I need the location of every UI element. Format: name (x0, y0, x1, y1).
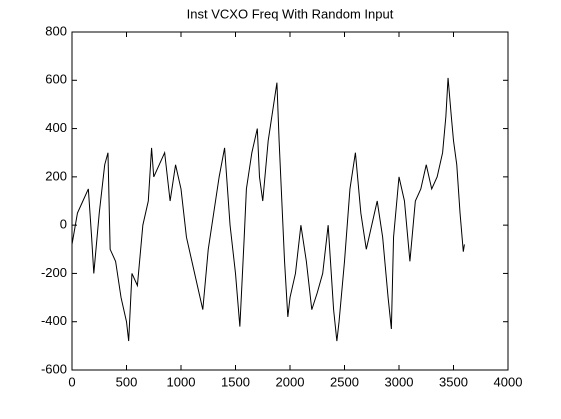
x-tick-label: 3000 (385, 374, 414, 389)
y-tick-label: 400 (45, 120, 67, 135)
y-tick-label: 0 (60, 217, 67, 232)
x-tick-label: 0 (68, 374, 75, 389)
x-tick-label: 1500 (221, 374, 250, 389)
y-tick-label: 200 (45, 168, 67, 183)
y-tick-label: -200 (41, 265, 67, 280)
y-tick-label: 600 (45, 72, 67, 87)
data-line (71, 77, 465, 342)
x-tick-label: 4000 (494, 374, 523, 389)
x-tick-label: 2000 (276, 374, 305, 389)
y-tick-label: -600 (41, 361, 67, 376)
y-tick-label: -400 (41, 313, 67, 328)
x-tick-label: 500 (116, 374, 138, 389)
chart-title: Inst VCXO Freq With Random Input (187, 6, 394, 21)
x-tick-label: 2500 (330, 374, 359, 389)
x-tick-label: 3500 (439, 374, 468, 389)
plot-frame (71, 31, 509, 371)
x-tick-label: 1000 (167, 374, 196, 389)
y-tick-label: 800 (45, 23, 67, 38)
